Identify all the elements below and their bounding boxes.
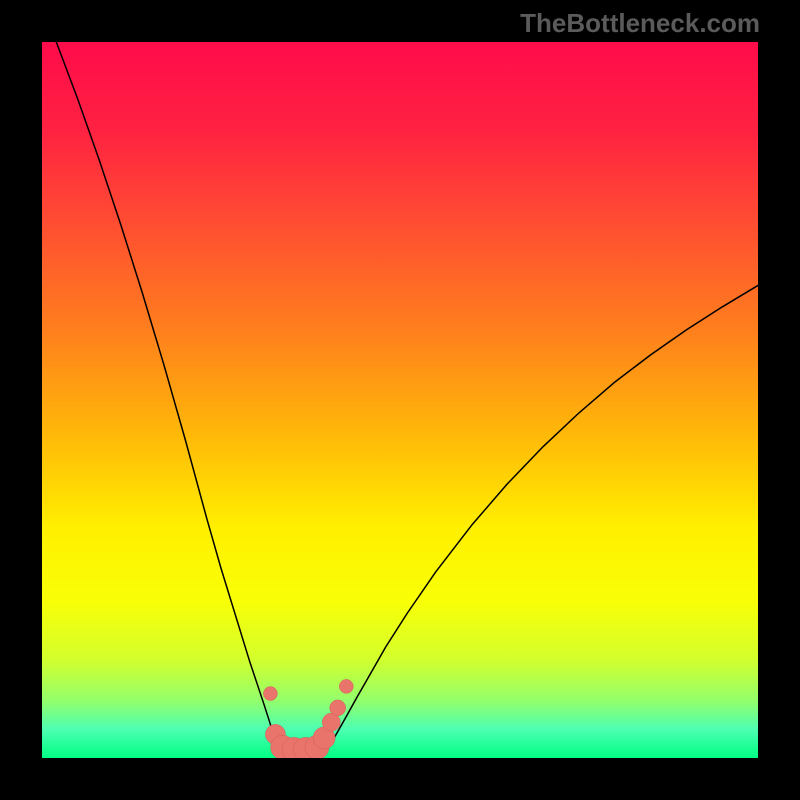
watermark-text: TheBottleneck.com — [520, 8, 760, 39]
chart-stage: TheBottleneck.com — [0, 0, 800, 800]
gradient-background — [42, 42, 758, 758]
marker-dot — [339, 679, 353, 693]
marker-dot — [330, 700, 346, 716]
marker-dot — [263, 687, 277, 701]
bottleneck-chart — [42, 42, 758, 758]
bottleneck-chart-svg — [42, 42, 758, 758]
